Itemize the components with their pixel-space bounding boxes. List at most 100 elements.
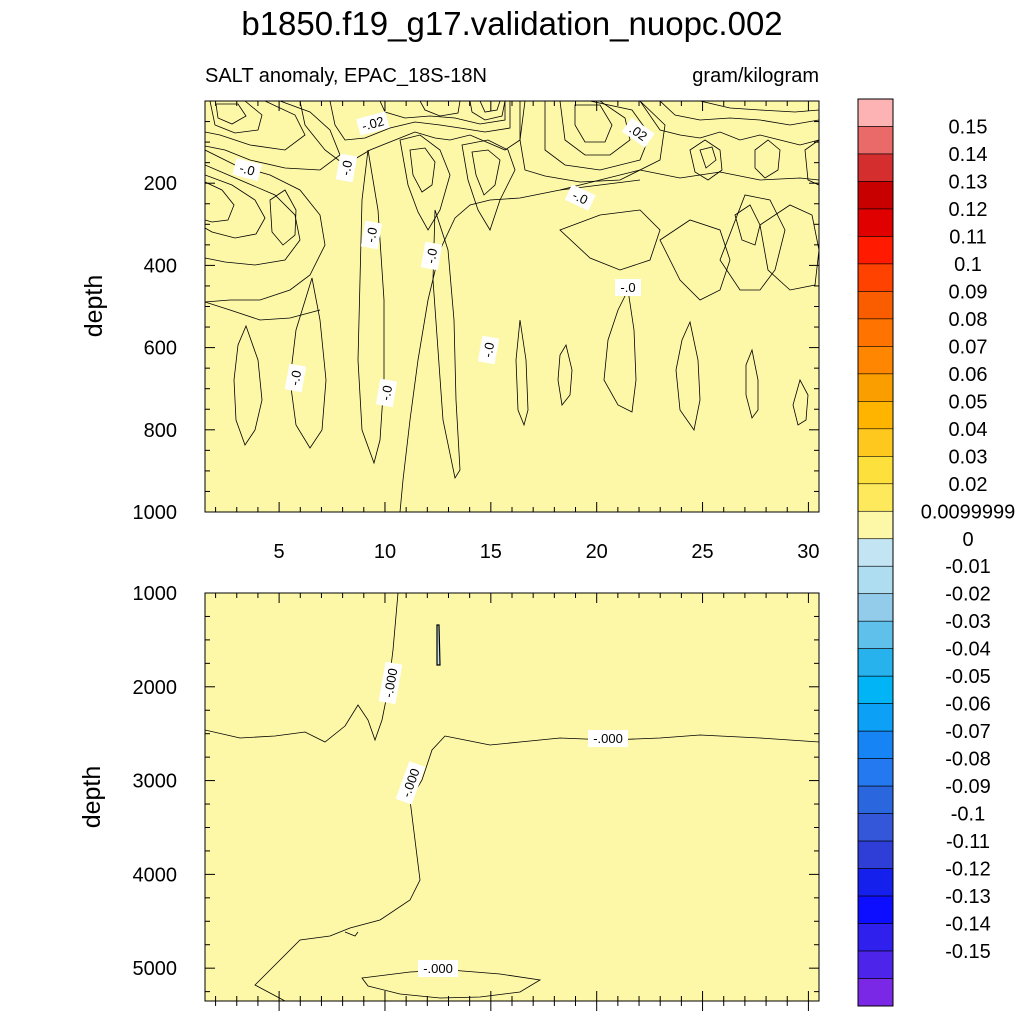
upper-warm-west [205, 149, 326, 303]
chart-left-subtitle: SALT anomaly, EPAC_18S-18N [205, 65, 487, 87]
colorbar-swatch [857, 895, 894, 924]
upper-cold-east-mid [659, 101, 819, 126]
upper-contour-label-text: -.0 [423, 247, 440, 265]
x-tick-label: 10 [374, 541, 396, 563]
x-tick-label: 25 [691, 541, 713, 563]
upper-contour-label-text: -.0 [378, 384, 395, 402]
y-tick-label: 2000 [133, 677, 178, 699]
upper-warm-west-inner [205, 164, 301, 266]
colorbar-swatch [857, 483, 894, 512]
upper-warm-small-yellow [699, 146, 717, 169]
colorbar-swatch [857, 620, 894, 649]
y-tick-label: 600 [144, 338, 177, 360]
upper-panel: -.02 -.0 -.0 -.0 -.0 -.0 [80, 100, 820, 563]
lower-panel: -.000 -.000 -.000 -.000 1000 2000 3000 4000… [78, 583, 820, 1011]
colorbar-swatch [857, 510, 894, 540]
colorbar-label: -0.13 [945, 886, 991, 908]
upper-cold-center-deep [379, 101, 506, 125]
upper-warm-west-core [205, 174, 266, 239]
upper-lobe-west-4 [432, 209, 461, 480]
colorbar-label: -0.05 [945, 666, 991, 688]
upper-contour-label: -.0 [232, 157, 262, 182]
upper-lobe-west-2 [289, 277, 327, 449]
lower-contour-labels: -.000 -.000 -.000 -.000 [378, 661, 628, 977]
upper-warm-west-peak [205, 181, 235, 223]
upper-cold-west-mid [205, 101, 306, 151]
upper-y-axis-label: depth [80, 275, 108, 338]
upper-contour-label: -.0 [284, 363, 307, 393]
colorbar-swatch [857, 428, 894, 457]
upper-cold-center-mid [329, 101, 511, 141]
upper-lobe-east-4 [675, 320, 701, 431]
y-tick-label: 1000 [133, 583, 178, 605]
upper-contour-label-text: -.0 [480, 341, 497, 359]
upper-contour-label-text: -.0 [238, 160, 257, 178]
upper-cold-center-core-1 [419, 101, 461, 117]
upper-contour-label: .02 [621, 117, 655, 148]
upper-lobe-west-1 [233, 324, 263, 446]
upper-warm-west-2 [269, 189, 297, 246]
upper-cold-east-shelf [639, 101, 819, 146]
upper-warm-east-3 [559, 101, 631, 156]
upper-warm-east-small-2 [754, 139, 781, 179]
chart-title: b1850.f19_g17.validation_nuopc.002 [241, 5, 782, 42]
upper-blob-east-1 [559, 209, 661, 271]
y-tick-label: 200 [144, 173, 177, 195]
colorbar-swatch [857, 675, 894, 704]
x-tick-label: 20 [586, 541, 608, 563]
upper-lobe-east-2 [557, 343, 573, 406]
colorbar-label: 0.13 [949, 171, 988, 193]
colorbar-swatch [857, 648, 894, 677]
colorbar-swatch [857, 236, 894, 265]
upper-lobe-east-6 [792, 378, 809, 426]
colorbar-label: -0.09 [945, 776, 991, 798]
upper-x-ticks: 5 10 15 20 25 30 [215, 101, 820, 563]
upper-cold-west [205, 101, 341, 171]
colorbar-swatch [857, 840, 894, 869]
colorbar-swatch [857, 565, 894, 595]
colorbar-label: 0.09 [949, 281, 988, 303]
x-tick-label: 5 [274, 541, 285, 563]
colorbar-swatch [857, 208, 894, 237]
upper-cold-east-deep [699, 101, 819, 113]
upper-warm-center-2-core [471, 149, 501, 196]
colorbar-label: -0.02 [945, 584, 991, 606]
y-tick-label: 800 [144, 420, 177, 442]
colorbar-label: 0.15 [949, 116, 988, 138]
upper-blob-east-2 [659, 219, 731, 301]
upper-cold-west-core [215, 103, 247, 125]
colorbar-swatch [857, 758, 894, 787]
lower-contour-label: -.000 [378, 661, 403, 705]
upper-lobe-west-3 [357, 149, 385, 465]
upper-warm-east-4 [574, 104, 613, 143]
colorbar-swatch [857, 978, 894, 1007]
upper-y-ticks: 200 400 600 800 1000 [133, 100, 819, 524]
colorbar-swatch [857, 730, 894, 759]
lower-contour-label-text: -.000 [423, 961, 453, 976]
upper-warm-center-1-core [409, 147, 436, 193]
upper-contour-label: -.02 [356, 111, 390, 136]
lower-background-positive [205, 593, 819, 1001]
upper-cold-center-core-2 [469, 101, 506, 121]
upper-negative-region [399, 169, 819, 512]
upper-contour-label: -.0 [615, 279, 641, 296]
colorbar-label: -0.11 [946, 831, 990, 853]
upper-contour-line-1 [205, 301, 321, 321]
upper-cold-center-core-3 [479, 101, 501, 113]
colorbar-label: -0.01 [945, 556, 991, 578]
colorbar-label: 0.02 [949, 474, 988, 496]
colorbar-swatch [857, 703, 894, 732]
upper-contour-labels: -.02 -.0 -.0 -.0 -.0 -.0 [232, 111, 655, 408]
upper-lobe-east-1 [515, 319, 529, 427]
colorbar-frame [857, 98, 894, 1007]
lower-x-ticks [215, 593, 809, 1011]
upper-contour-label-text: -.0 [570, 188, 590, 208]
upper-lobe-east-3 [603, 288, 637, 413]
colorbar-swatch [857, 126, 894, 155]
colorbar-label: 0.05 [949, 391, 988, 413]
colorbar-label: -0.03 [945, 611, 991, 633]
upper-contour-label-text: -.0 [363, 226, 380, 244]
upper-warm-east-edge [804, 139, 819, 186]
colorbar-label: 0 [962, 529, 973, 551]
upper-cold-center-shelf [299, 101, 521, 166]
